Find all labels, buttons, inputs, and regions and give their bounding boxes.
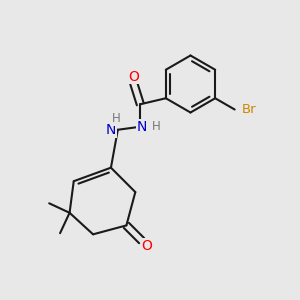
Text: H: H xyxy=(112,112,121,125)
Text: O: O xyxy=(142,239,152,253)
Text: N: N xyxy=(136,120,147,134)
Text: Br: Br xyxy=(242,103,257,116)
Text: N: N xyxy=(106,123,116,137)
Text: O: O xyxy=(128,70,139,84)
Text: H: H xyxy=(152,120,161,133)
